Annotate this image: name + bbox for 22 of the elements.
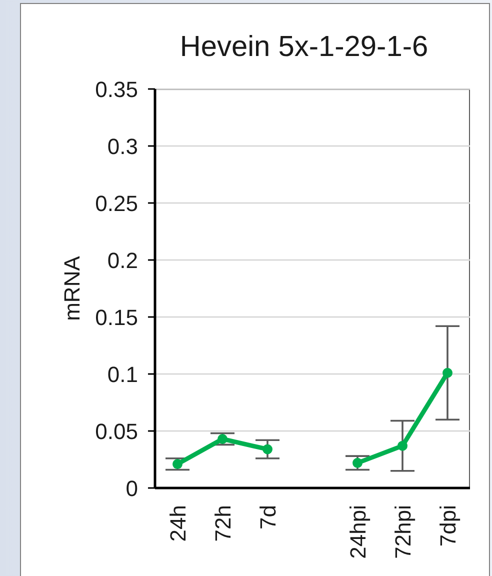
- x-tick-label: 72h: [210, 505, 236, 542]
- point: [352, 458, 362, 468]
- x-tick-label: 7dpi: [435, 505, 460, 547]
- y-tick-label: 0.05: [95, 418, 138, 444]
- y-tick-label: 0.35: [95, 76, 138, 102]
- y-tick-label: 0.1: [107, 362, 138, 387]
- y-axis-title: mRNA: [60, 256, 84, 321]
- chart-title: Hevein 5x-1-29-1-6: [178, 30, 430, 64]
- x-tick-label: 7d: [255, 505, 280, 530]
- x-tick-label: 72hpi: [390, 505, 416, 559]
- x-tick-label: 24hpi: [345, 505, 370, 559]
- point: [218, 434, 228, 444]
- point: [262, 444, 272, 454]
- point: [398, 440, 408, 451]
- y-tick-label: 0.15: [95, 304, 138, 330]
- y-tick-label: 0.3: [107, 134, 138, 159]
- y-tick-label: 0.2: [107, 248, 138, 273]
- point: [442, 368, 452, 378]
- point: [172, 459, 182, 470]
- x-tick-label: 24h: [165, 505, 190, 542]
- y-tick-label: 0.25: [95, 190, 138, 216]
- y-tick-label: 0: [126, 476, 138, 501]
